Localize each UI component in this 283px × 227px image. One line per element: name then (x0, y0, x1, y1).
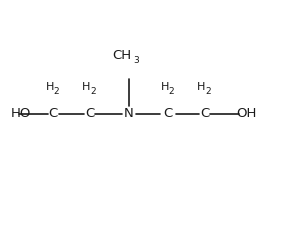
Text: C: C (49, 107, 58, 120)
Text: OH: OH (236, 107, 257, 120)
Text: 2: 2 (90, 86, 96, 96)
Text: C: C (85, 107, 94, 120)
Text: 2: 2 (169, 86, 174, 96)
Text: CH: CH (112, 49, 131, 62)
Text: C: C (164, 107, 173, 120)
Text: H: H (82, 82, 91, 92)
Text: 2: 2 (205, 86, 211, 96)
Text: 2: 2 (54, 86, 59, 96)
Text: H: H (46, 82, 54, 92)
Text: H: H (160, 82, 169, 92)
Text: 3: 3 (133, 56, 139, 65)
Text: HO: HO (11, 107, 32, 120)
Text: H: H (197, 82, 205, 92)
Text: C: C (200, 107, 209, 120)
Text: N: N (124, 107, 134, 120)
